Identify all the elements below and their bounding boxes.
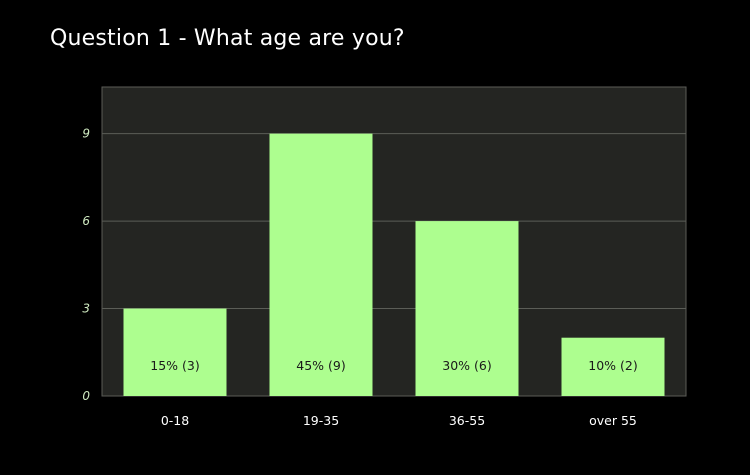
data-label: 10% (2)	[588, 358, 637, 373]
y-tick-label: 0	[82, 389, 90, 403]
y-tick-label: 9	[82, 127, 90, 141]
bar	[415, 221, 519, 396]
x-tick-label: over 55	[589, 413, 637, 428]
chart-title: Question 1 - What age are you?	[50, 26, 405, 51]
data-labels: 15% (3) 45% (9) 30% (6) 10% (2)	[150, 358, 637, 373]
bar	[123, 308, 227, 396]
data-label: 30% (6)	[442, 358, 491, 373]
x-tick-label: 36-55	[449, 413, 485, 428]
data-label: 15% (3)	[150, 358, 199, 373]
bar	[269, 133, 373, 396]
data-label: 45% (9)	[296, 358, 345, 373]
x-axis-ticks: 0-18 19-35 36-55 over 55	[161, 413, 637, 428]
y-tick-label: 3	[82, 302, 90, 316]
y-tick-label: 6	[82, 214, 90, 228]
x-tick-label: 0-18	[161, 413, 189, 428]
bar	[561, 337, 665, 396]
y-axis-ticks: 0 3 6 9	[82, 127, 90, 403]
bars	[123, 133, 665, 396]
x-tick-label: 19-35	[303, 413, 339, 428]
